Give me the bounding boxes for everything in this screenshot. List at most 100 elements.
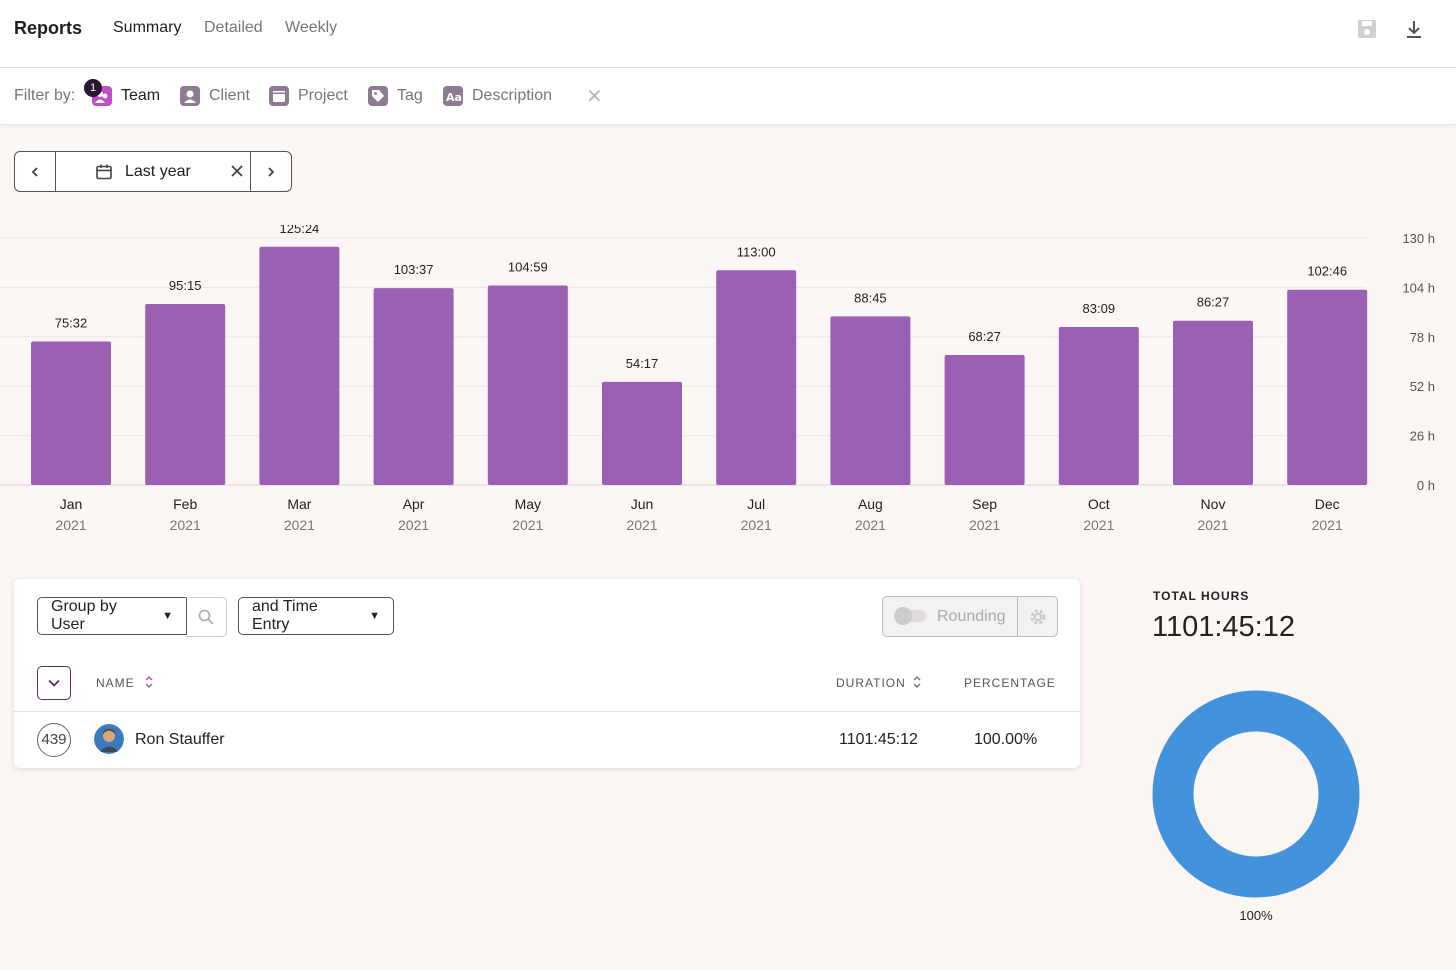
bar bbox=[830, 316, 911, 485]
bar-value-label: 104:59 bbox=[508, 260, 548, 275]
group-by-select[interactable]: Group by User ▼ bbox=[37, 597, 187, 635]
bar-value-label: 113:00 bbox=[737, 244, 776, 259]
filter-client-label: Client bbox=[209, 87, 250, 104]
next-period-button[interactable] bbox=[250, 152, 291, 191]
bar bbox=[944, 354, 1025, 485]
filter-project-label: Project bbox=[298, 87, 348, 104]
bar bbox=[602, 381, 682, 485]
expand-all-button[interactable] bbox=[37, 666, 71, 700]
bar-value-label: 75:32 bbox=[55, 315, 88, 330]
gear-icon bbox=[1030, 609, 1046, 624]
x-tick-label: Jul bbox=[747, 496, 765, 512]
date-range-label[interactable]: Last year bbox=[125, 163, 191, 180]
x-tick-label: Jun bbox=[631, 496, 654, 512]
row-percentage: 100.00% bbox=[974, 731, 1038, 748]
row-duration: 1101:45:12 bbox=[839, 731, 918, 748]
chevron-down-icon: ▼ bbox=[162, 610, 173, 622]
bar bbox=[487, 285, 568, 485]
x-tick-year-label: 2021 bbox=[512, 517, 543, 533]
donut-percentage-label: 100% bbox=[1239, 908, 1273, 923]
bar bbox=[31, 341, 111, 485]
filter-project[interactable]: Project bbox=[269, 85, 348, 107]
search-icon bbox=[198, 609, 214, 625]
clear-date-icon[interactable] bbox=[228, 162, 246, 185]
x-tick-year-label: 2021 bbox=[626, 517, 657, 533]
x-tick-label: Mar bbox=[287, 496, 311, 512]
x-tick-year-label: 2021 bbox=[170, 517, 201, 533]
rounding-label: Rounding bbox=[937, 608, 1006, 625]
entry-count-badge[interactable]: 439 bbox=[37, 723, 71, 757]
tab-detailed[interactable]: Detailed bbox=[204, 19, 263, 36]
bar-value-label: 95:15 bbox=[169, 278, 202, 293]
chevron-right-icon bbox=[268, 166, 275, 177]
chevron-down-icon bbox=[48, 679, 60, 687]
then-by-select[interactable]: and Time Entry ▼ bbox=[238, 597, 394, 635]
x-tick-label: Feb bbox=[173, 496, 197, 512]
x-tick-year-label: 2021 bbox=[1083, 517, 1114, 533]
bar bbox=[1287, 289, 1368, 485]
column-header-name[interactable]: NAME bbox=[96, 676, 135, 690]
x-tick-year-label: 2021 bbox=[969, 517, 1000, 533]
calendar-icon bbox=[95, 163, 113, 186]
user-name: Ron Stauffer bbox=[135, 731, 225, 748]
rounding-control: Rounding bbox=[882, 596, 1058, 637]
save-icon[interactable] bbox=[1356, 18, 1378, 40]
y-tick-label: 52 h bbox=[1410, 379, 1435, 394]
x-tick-label: Nov bbox=[1201, 496, 1226, 512]
column-header-duration[interactable]: DURATION bbox=[836, 676, 906, 690]
x-tick-year-label: 2021 bbox=[398, 517, 429, 533]
x-tick-label: Apr bbox=[403, 496, 425, 512]
top-bar: Reports Summary Detailed Weekly bbox=[0, 0, 1456, 68]
filter-team-label: Team bbox=[121, 87, 161, 104]
bar-value-label: 83:09 bbox=[1083, 301, 1116, 316]
y-tick-label: 78 h bbox=[1410, 330, 1435, 345]
tab-weekly[interactable]: Weekly bbox=[285, 19, 338, 36]
client-icon bbox=[180, 86, 200, 106]
x-tick-year-label: 2021 bbox=[55, 517, 86, 533]
filter-team[interactable]: Team bbox=[92, 85, 160, 107]
filter-client[interactable]: Client bbox=[180, 85, 250, 107]
x-tick-label: Aug bbox=[858, 496, 883, 512]
bar bbox=[1173, 320, 1253, 485]
report-table-panel: Group by User ▼ and Time Entry ▼ Roundin… bbox=[14, 579, 1080, 768]
tab-summary[interactable]: Summary bbox=[113, 19, 182, 36]
date-range-picker: Last year bbox=[14, 151, 292, 192]
x-tick-year-label: 2021 bbox=[741, 517, 772, 533]
download-icon[interactable] bbox=[1403, 18, 1425, 40]
bar-value-label: 54:17 bbox=[626, 356, 659, 371]
y-tick-label: 130 h bbox=[1402, 231, 1435, 246]
x-tick-label: Dec bbox=[1315, 496, 1340, 512]
bar bbox=[716, 270, 797, 485]
close-icon[interactable]: ✕ bbox=[586, 86, 603, 108]
filter-label: Filter by: bbox=[14, 87, 76, 104]
previous-period-button[interactable] bbox=[15, 152, 56, 191]
x-tick-label: Oct bbox=[1088, 496, 1110, 512]
y-tick-label: 26 h bbox=[1410, 429, 1435, 444]
rounding-toggle[interactable] bbox=[894, 607, 926, 625]
chevron-down-icon: ▼ bbox=[369, 610, 380, 622]
filter-description[interactable]: Aa Description bbox=[443, 85, 552, 107]
filter-tag-label: Tag bbox=[397, 87, 423, 104]
filter-bar: Filter by: Team Client Project Tag Aa De… bbox=[0, 68, 1456, 125]
search-button[interactable] bbox=[186, 597, 227, 637]
bar-value-label: 86:27 bbox=[1197, 295, 1230, 310]
x-tick-label: Jan bbox=[60, 496, 83, 512]
sort-icon[interactable] bbox=[912, 674, 922, 695]
filter-tag[interactable]: Tag bbox=[368, 85, 423, 107]
y-tick-label: 104 h bbox=[1402, 280, 1435, 295]
bar bbox=[373, 288, 454, 485]
then-by-label: and Time Entry bbox=[252, 598, 318, 633]
bar-value-label: 102:46 bbox=[1307, 264, 1347, 279]
group-by-label: Group by User bbox=[51, 598, 117, 633]
bar-value-label: 125:24 bbox=[280, 225, 320, 236]
total-hours-value: 1101:45:12 bbox=[1152, 611, 1295, 643]
chevron-left-icon bbox=[31, 166, 38, 177]
y-tick-label: 0 h bbox=[1417, 478, 1435, 493]
total-hours-label: TOTAL HOURS bbox=[1153, 589, 1250, 603]
bar bbox=[1058, 327, 1139, 485]
description-icon: Aa bbox=[443, 86, 463, 106]
x-tick-year-label: 2021 bbox=[855, 517, 886, 533]
rounding-settings-button[interactable] bbox=[1017, 597, 1058, 636]
svg-text:Aa: Aa bbox=[446, 91, 462, 104]
sort-icon[interactable] bbox=[144, 674, 154, 695]
